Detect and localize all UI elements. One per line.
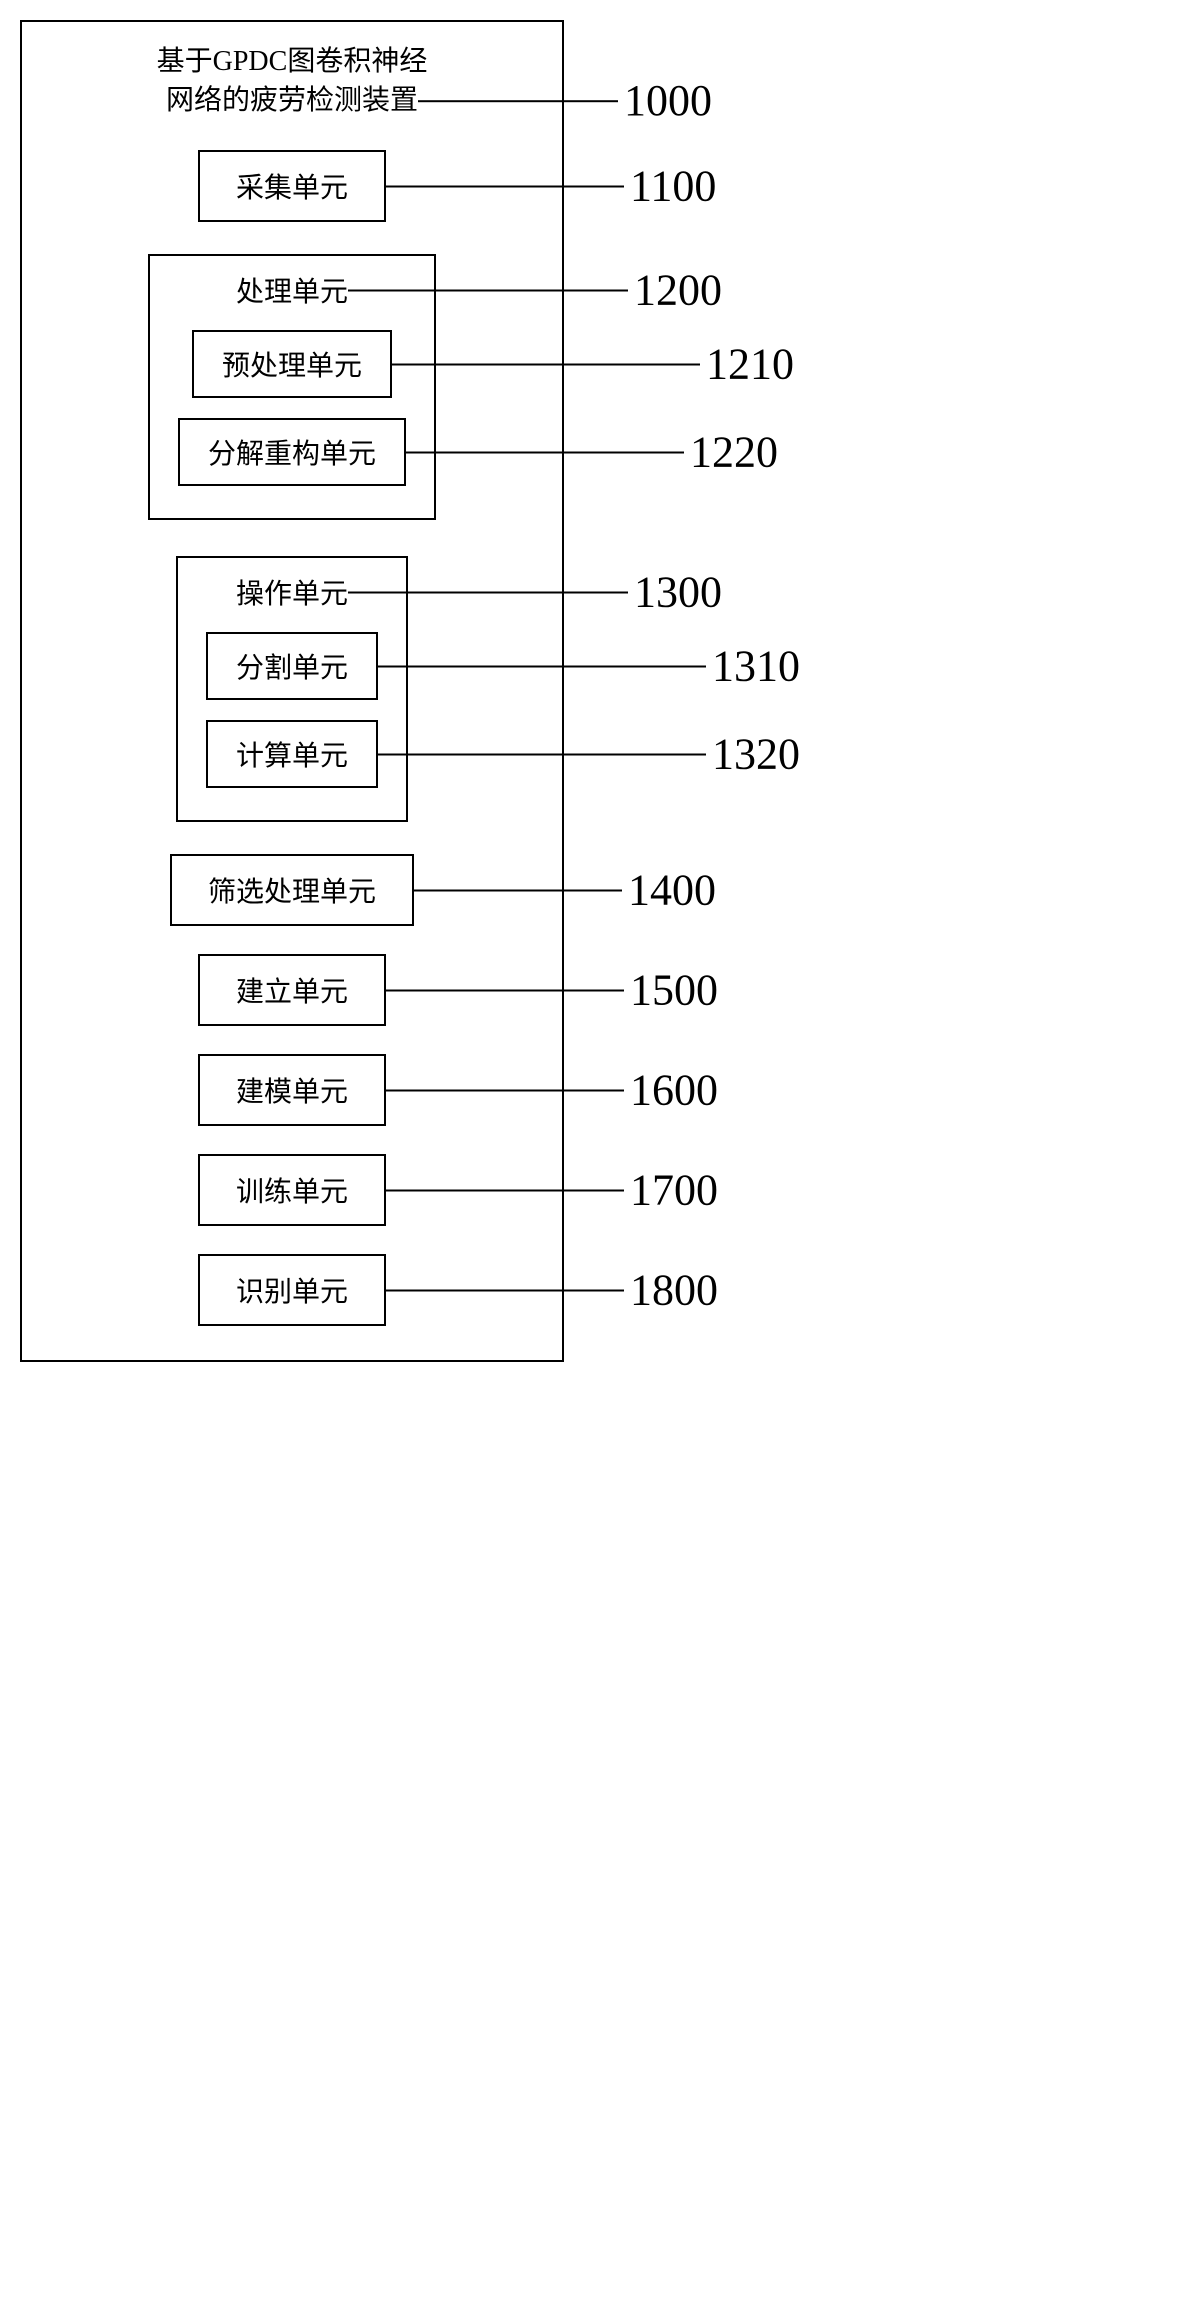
label-1600: 1600 — [630, 1065, 718, 1116]
label-1210: 1210 — [706, 339, 794, 390]
model-unit: 建模单元 1600 — [198, 1054, 386, 1126]
label-1100: 1100 — [630, 161, 716, 212]
lead-1500: 1500 — [384, 965, 718, 1016]
lead-1320: 1320 — [376, 729, 800, 780]
filter-unit-text: 筛选处理单元 — [208, 877, 376, 908]
train-unit: 训练单元 1700 — [198, 1154, 386, 1226]
lead-1200: 1200 — [348, 265, 722, 316]
diagram-title: 基于GPDC图卷积神经 网络的疲劳检测装置 1000 — [157, 42, 428, 120]
label-1320: 1320 — [712, 729, 800, 780]
label-1800: 1800 — [630, 1265, 718, 1316]
lead-line-1200 — [348, 289, 628, 291]
lead-line-1800 — [384, 1289, 624, 1291]
recognize-unit-text: 识别单元 — [236, 1277, 348, 1308]
label-1220: 1220 — [690, 427, 778, 478]
label-1200: 1200 — [634, 265, 722, 316]
lead-1300: 1300 — [348, 567, 722, 618]
lead-1400: 1400 — [412, 865, 716, 916]
label-1700: 1700 — [630, 1165, 718, 1216]
compute-unit-text: 计算单元 — [236, 741, 348, 772]
lead-line-1210 — [390, 363, 700, 365]
train-unit-text: 训练单元 — [236, 1177, 348, 1208]
recognize-unit: 识别单元 1800 — [198, 1254, 386, 1326]
process-group-title-wrap: 处理单元 1200 — [236, 270, 348, 310]
lead-line-1300 — [348, 591, 628, 593]
lead-1000: 1000 — [418, 70, 712, 132]
lead-1600: 1600 — [384, 1065, 718, 1116]
preprocess-unit-text: 预处理单元 — [222, 351, 362, 382]
lead-1210: 1210 — [390, 339, 794, 390]
process-group: 处理单元 1200 预处理单元 1210 分解重构单元 1220 — [148, 254, 436, 520]
filter-unit: 筛选处理单元 1400 — [170, 854, 414, 926]
title-line2: 网络的疲劳检测装置 — [166, 85, 418, 116]
title-line1: 基于GPDC图卷积神经 — [157, 46, 428, 77]
label-1400: 1400 — [628, 865, 716, 916]
decompose-unit-text: 分解重构单元 — [208, 439, 376, 470]
collect-unit-text: 采集单元 — [236, 173, 348, 204]
segment-unit-text: 分割单元 — [236, 653, 348, 684]
lead-1100: 1100 — [384, 161, 716, 212]
model-unit-text: 建模单元 — [236, 1077, 348, 1108]
lead-line-1310 — [376, 665, 706, 667]
label-1000: 1000 — [624, 70, 712, 132]
preprocess-unit: 预处理单元 1210 — [192, 330, 392, 398]
lead-1310: 1310 — [376, 641, 800, 692]
lead-1220: 1220 — [404, 427, 778, 478]
operate-group-title: 操作单元 — [236, 579, 348, 610]
lead-line-1320 — [376, 753, 706, 755]
lead-line-1000 — [418, 100, 618, 102]
label-1310: 1310 — [712, 641, 800, 692]
label-1500: 1500 — [630, 965, 718, 1016]
establish-unit: 建立单元 1500 — [198, 954, 386, 1026]
compute-unit: 计算单元 1320 — [206, 720, 378, 788]
outer-container: 基于GPDC图卷积神经 网络的疲劳检测装置 1000 采集单元 1100 处理单… — [20, 20, 564, 1362]
lead-line-1500 — [384, 989, 624, 991]
title-line2-anchor: 网络的疲劳检测装置 1000 — [166, 81, 418, 120]
diagram-wrapper: 基于GPDC图卷积神经 网络的疲劳检测装置 1000 采集单元 1100 处理单… — [20, 20, 1182, 1362]
lead-line-1100 — [384, 185, 624, 187]
collect-unit: 采集单元 1100 — [198, 150, 386, 222]
operate-group: 操作单元 1300 分割单元 1310 计算单元 1320 — [176, 556, 408, 822]
decompose-unit: 分解重构单元 1220 — [178, 418, 406, 486]
segment-unit: 分割单元 1310 — [206, 632, 378, 700]
lead-1800: 1800 — [384, 1265, 718, 1316]
lead-line-1600 — [384, 1089, 624, 1091]
lead-line-1700 — [384, 1189, 624, 1191]
lead-line-1220 — [404, 451, 684, 453]
label-1300: 1300 — [634, 567, 722, 618]
lead-1700: 1700 — [384, 1165, 718, 1216]
establish-unit-text: 建立单元 — [236, 977, 348, 1008]
process-group-title: 处理单元 — [236, 277, 348, 308]
operate-group-title-wrap: 操作单元 1300 — [236, 572, 348, 612]
lead-line-1400 — [412, 889, 622, 891]
